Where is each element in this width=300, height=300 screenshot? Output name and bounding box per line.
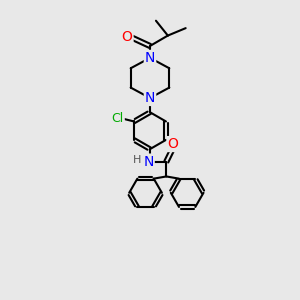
Text: H: H <box>132 155 141 165</box>
Text: O: O <box>122 30 133 44</box>
Text: N: N <box>145 91 155 105</box>
Text: O: O <box>167 137 178 151</box>
Text: Cl: Cl <box>112 112 124 125</box>
Text: N: N <box>143 154 154 169</box>
Text: N: N <box>145 51 155 65</box>
